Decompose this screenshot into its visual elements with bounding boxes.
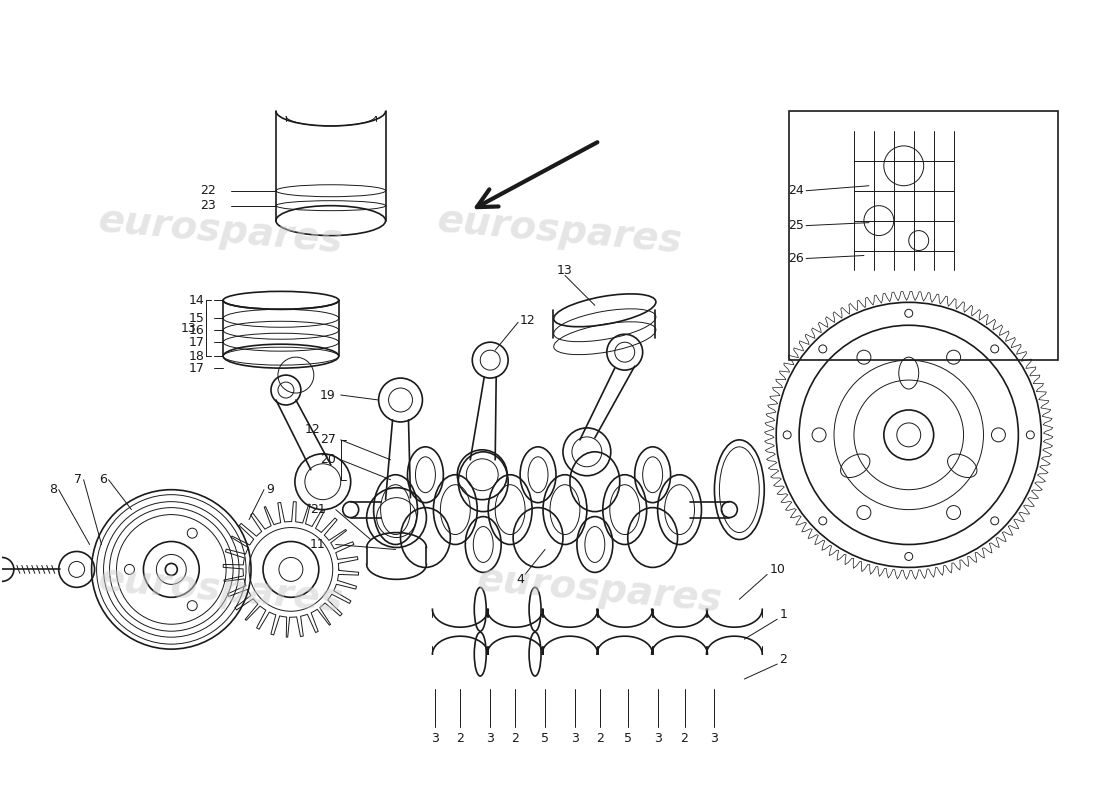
Text: 5: 5 [541, 732, 549, 746]
Text: 18: 18 [188, 350, 205, 362]
Text: 6: 6 [99, 474, 107, 486]
Text: 23: 23 [200, 199, 217, 212]
Text: 22: 22 [200, 184, 217, 198]
Bar [789, 111, 1058, 360]
Text: 13: 13 [557, 264, 573, 277]
Text: eurospares: eurospares [97, 201, 345, 260]
Text: 8: 8 [48, 483, 57, 496]
Text: eurospares: eurospares [436, 201, 684, 260]
Text: 2: 2 [596, 732, 604, 746]
Text: 15: 15 [188, 312, 205, 325]
Text: 2: 2 [681, 732, 689, 746]
Text: 16: 16 [188, 324, 205, 337]
Text: 13: 13 [180, 322, 196, 334]
Text: 9: 9 [266, 483, 274, 496]
Text: eurospares: eurospares [476, 560, 724, 619]
Text: 25: 25 [789, 219, 804, 232]
Text: 12: 12 [520, 314, 536, 326]
Text: 2: 2 [456, 732, 464, 746]
Text: 2: 2 [779, 653, 788, 666]
Text: 4: 4 [516, 573, 524, 586]
Text: 11: 11 [310, 538, 326, 551]
Text: 17: 17 [188, 336, 205, 349]
Text: 3: 3 [653, 732, 661, 746]
Text: 3: 3 [711, 732, 718, 746]
Text: 10: 10 [769, 563, 785, 576]
Text: 7: 7 [74, 474, 81, 486]
Text: 26: 26 [789, 252, 804, 265]
Text: 20: 20 [320, 454, 336, 466]
Text: 3: 3 [486, 732, 494, 746]
Text: eurospares: eurospares [97, 560, 345, 619]
Text: 14: 14 [188, 294, 205, 307]
Text: 3: 3 [431, 732, 439, 746]
Text: 27: 27 [320, 434, 336, 446]
Text: 24: 24 [789, 184, 804, 198]
Text: 21: 21 [310, 503, 326, 516]
Text: 1: 1 [779, 608, 788, 621]
Text: 5: 5 [624, 732, 631, 746]
Text: 3: 3 [571, 732, 579, 746]
Text: 12: 12 [305, 423, 321, 436]
Text: 2: 2 [512, 732, 519, 746]
Text: 19: 19 [320, 389, 336, 402]
Text: 17: 17 [188, 362, 205, 374]
